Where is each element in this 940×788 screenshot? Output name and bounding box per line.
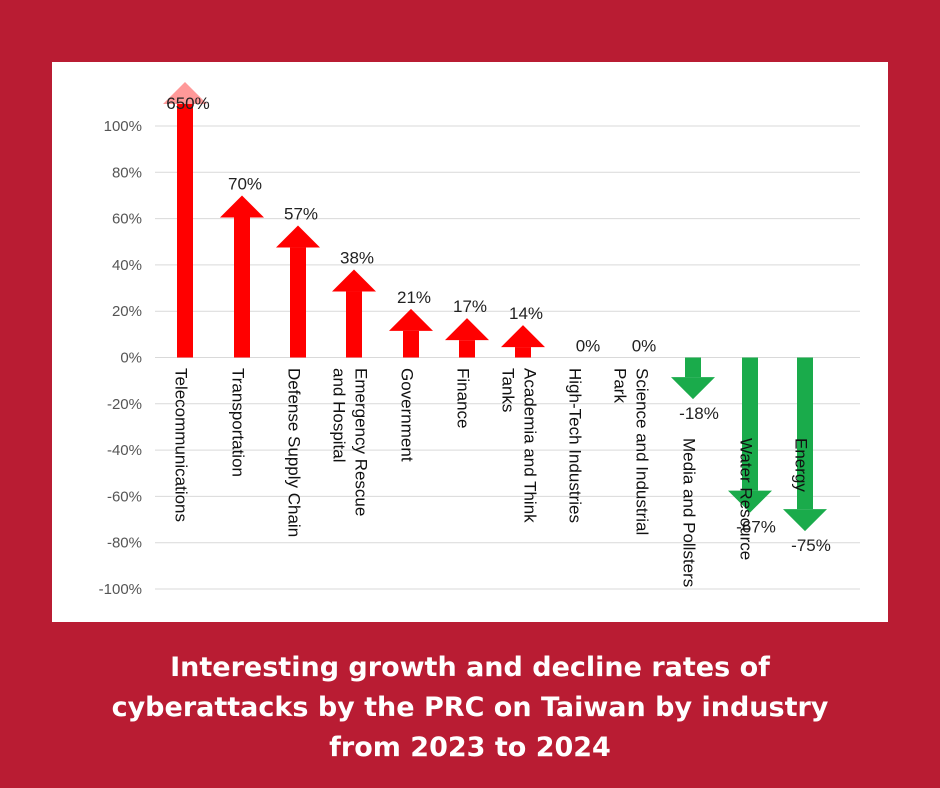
category-label: Academia and Think bbox=[521, 368, 540, 523]
data-label: -67% bbox=[736, 518, 776, 537]
data-label: 650% bbox=[166, 94, 209, 113]
arrow-head-up bbox=[501, 325, 545, 348]
arrow-shaft-up bbox=[290, 247, 306, 358]
caption-line-3: from 2023 to 2024 bbox=[329, 732, 611, 763]
arrow-shaft-up bbox=[177, 104, 193, 358]
category-label: Water Resource bbox=[737, 438, 756, 560]
category-label: High-Tech Industries bbox=[566, 368, 585, 523]
data-label: 17% bbox=[453, 297, 487, 316]
chart: 100% 80% 60% 40% 20% 0% -20% -40% -60% -80% -100% 6… bbox=[99, 82, 860, 598]
chart-panel: 100% 80% 60% 40% 20% 0% -20% -40% -60% -80% -100% 6… bbox=[52, 62, 888, 622]
arrow-head-up bbox=[220, 195, 264, 218]
y-tick-label: 60% bbox=[112, 211, 142, 228]
data-label: -18% bbox=[679, 404, 719, 423]
y-tick-label: 100% bbox=[104, 118, 142, 135]
arrow-head-up bbox=[276, 225, 320, 248]
y-tick-label: 40% bbox=[112, 257, 142, 274]
data-label: 0% bbox=[576, 337, 601, 356]
data-label: 21% bbox=[397, 288, 431, 307]
arrow-shaft-down bbox=[797, 357, 813, 510]
data-label: 57% bbox=[284, 205, 318, 224]
category-label: Finance bbox=[454, 368, 473, 428]
y-tick-label: -100% bbox=[99, 581, 142, 598]
arrow-shaft-up bbox=[346, 291, 362, 358]
category-label: Defense Supply Chain bbox=[285, 368, 304, 537]
category-label: Transportation bbox=[229, 368, 248, 477]
category-label: Tanks bbox=[499, 368, 518, 412]
data-label: 14% bbox=[509, 304, 543, 323]
arrow-shaft-up bbox=[234, 217, 250, 358]
category-label: Media and Pollsters bbox=[680, 438, 699, 587]
y-tick-label: -20% bbox=[107, 396, 142, 413]
arrow-head-up bbox=[445, 318, 489, 341]
y-tick-label: -60% bbox=[107, 488, 142, 505]
data-label: 0% bbox=[632, 337, 657, 356]
arrow-head-down bbox=[728, 490, 772, 513]
data-label: 38% bbox=[340, 249, 374, 268]
chart-caption: Interesting growth and decline rates of … bbox=[0, 648, 940, 768]
category-label: Government bbox=[398, 368, 417, 462]
arrow-head-up bbox=[163, 82, 207, 104]
y-tick-label: 80% bbox=[112, 164, 142, 181]
data-label: 70% bbox=[228, 174, 262, 193]
caption-line-1: Interesting growth and decline rates of bbox=[170, 652, 770, 683]
category-label: Park bbox=[611, 368, 630, 403]
arrow-shaft-up bbox=[459, 340, 475, 358]
category-label: Telecommunications bbox=[172, 368, 191, 522]
arrow-shaft-down bbox=[685, 357, 701, 378]
category-label: Energy bbox=[792, 438, 811, 492]
category-label: Emergency Rescue bbox=[352, 368, 371, 516]
arrow-head-down bbox=[671, 377, 715, 400]
caption-line-2: cyberattacks by the PRC on Taiwan by ind… bbox=[111, 692, 829, 723]
arrow-shaft-down bbox=[742, 357, 758, 491]
category-label: and Hospital bbox=[330, 368, 349, 463]
y-tick-label: -80% bbox=[107, 535, 142, 552]
category-label: Science and Industrial bbox=[633, 368, 652, 535]
arrow-shaft-up bbox=[515, 347, 531, 358]
arrow-shaft-up bbox=[403, 330, 419, 358]
y-tick-label: 20% bbox=[112, 303, 142, 320]
y-tick-label: 0% bbox=[120, 350, 142, 367]
arrow-head-down bbox=[783, 509, 827, 532]
arrow-head-up bbox=[332, 269, 376, 292]
y-tick-label: -40% bbox=[107, 442, 142, 459]
arrow-head-up bbox=[389, 308, 433, 331]
data-label: -75% bbox=[791, 536, 831, 555]
